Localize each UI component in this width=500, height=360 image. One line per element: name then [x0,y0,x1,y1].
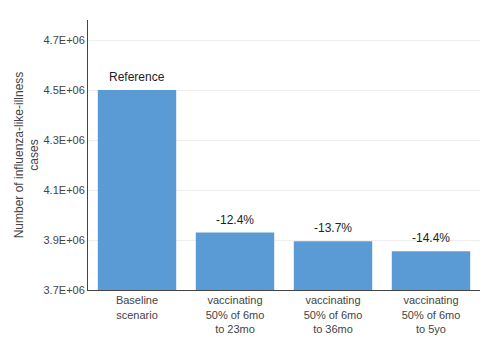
svg-text:-12.4%: -12.4% [216,213,254,227]
svg-text:vaccinating50% of 6moto 36mo: vaccinating50% of 6moto 36mo [304,294,363,335]
svg-text:3.9E+06: 3.9E+06 [44,234,85,246]
svg-text:4.3E+06: 4.3E+06 [44,134,85,146]
svg-text:vaccinating50% of 6moto 23mo: vaccinating50% of 6moto 23mo [206,294,265,335]
svg-text:3.7E+06: 3.7E+06 [44,284,85,296]
svg-text:4.5E+06: 4.5E+06 [44,84,85,96]
svg-text:vaccinating50% of 6moto 5yo: vaccinating50% of 6moto 5yo [402,294,461,335]
svg-text:4.1E+06: 4.1E+06 [44,184,85,196]
svg-text:-13.7%: -13.7% [314,221,352,235]
svg-text:Reference: Reference [109,70,165,84]
svg-text:4.7E+06: 4.7E+06 [44,34,85,46]
svg-text:Number of influenza-like-illne: Number of influenza-like-illnesscases [12,72,42,239]
svg-text:-14.4%: -14.4% [412,231,450,245]
svg-text:Baselinescenario: Baselinescenario [116,294,158,320]
